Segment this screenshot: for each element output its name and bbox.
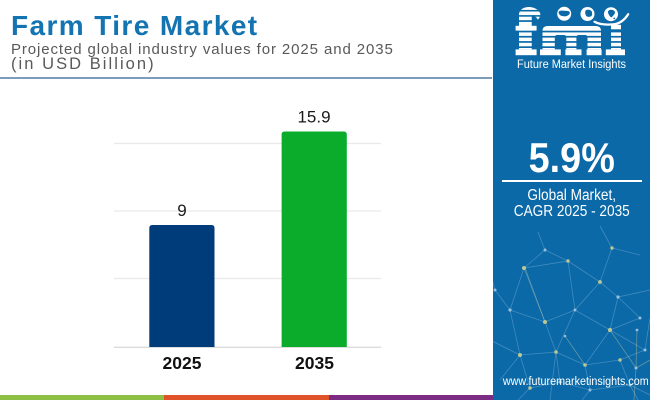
svg-text:2025: 2025 (163, 353, 202, 373)
svg-text:15.9: 15.9 (297, 108, 330, 127)
svg-text:2035: 2035 (295, 353, 334, 373)
svg-text:9: 9 (177, 201, 186, 220)
svg-text:Future Market Insights: Future Market Insights (517, 57, 626, 71)
